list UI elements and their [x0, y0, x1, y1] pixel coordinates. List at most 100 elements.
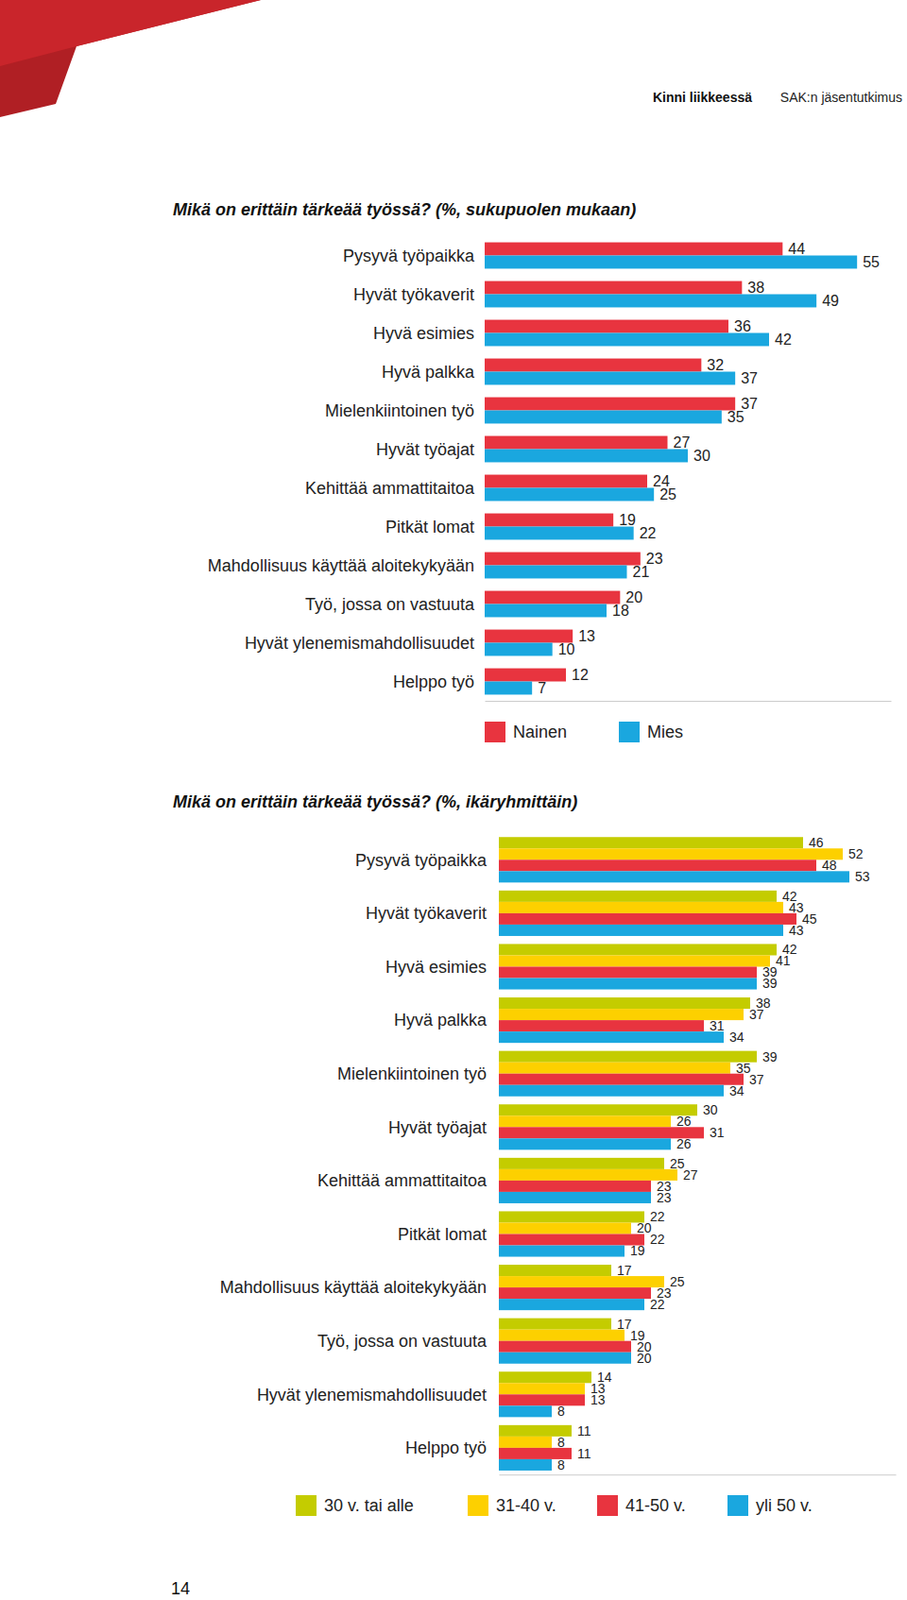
chart-title: Mikä on erittäin tärkeää työssä? (%, ikä…	[172, 792, 578, 812]
bar	[498, 1234, 645, 1247]
category-label: Hyvät työkaverit	[365, 904, 487, 924]
chart: Mikä on erittäin tärkeää työssä? (%, suk…	[172, 200, 892, 743]
data-label: 32	[706, 357, 724, 374]
bar	[484, 449, 688, 463]
data-label: 20	[636, 1351, 652, 1367]
data-label: 26	[676, 1113, 692, 1130]
data-label: 31	[709, 1018, 725, 1034]
bar	[498, 848, 843, 860]
data-label: 19	[630, 1243, 646, 1259]
data-label: 26	[676, 1136, 692, 1152]
bar	[498, 1051, 757, 1063]
category-label: Hyvä palkka	[393, 1010, 488, 1030]
category-label: Hyvät ylenemismahdollisuudet	[244, 633, 475, 653]
bar	[498, 1020, 704, 1032]
bar	[498, 955, 771, 967]
category-label: Mielenkiintoinen työ	[337, 1064, 487, 1084]
data-label: 10	[558, 641, 576, 658]
data-label: 8	[557, 1403, 565, 1420]
data-label: 36	[734, 318, 752, 335]
axis-line	[485, 701, 892, 702]
data-label: 11	[577, 1446, 592, 1462]
data-label: 11	[577, 1423, 592, 1439]
category-label: Hyvä esimies	[385, 958, 487, 977]
bar	[498, 1062, 731, 1075]
data-label: 48	[821, 857, 838, 873]
corner-decoration	[0, 0, 261, 118]
category-label: Hyvät työajat	[388, 1118, 487, 1138]
legend-label: 31-40 v.	[496, 1496, 557, 1516]
category-label: Hyvät ylenemismahdollisuudet	[256, 1386, 487, 1405]
bar	[484, 643, 553, 657]
bar	[484, 604, 607, 618]
category-label: Työ, jossa on vastuuta	[305, 595, 476, 615]
bar	[498, 837, 804, 849]
data-label: 8	[557, 1457, 565, 1473]
category-label: Pitkät lomat	[397, 1225, 487, 1245]
x-axis	[485, 701, 892, 702]
bar	[484, 565, 628, 580]
bar	[498, 1009, 744, 1021]
bar	[484, 397, 736, 411]
category-label: Työ, jossa on vastuuta	[317, 1332, 488, 1352]
bar	[484, 320, 729, 334]
bar	[498, 1031, 724, 1044]
bar	[498, 1299, 645, 1311]
bar	[498, 1265, 612, 1277]
header-left: Kinni liikkeessä	[652, 89, 753, 105]
legend-label: yli 50 v.	[755, 1496, 813, 1516]
data-label: 17	[616, 1263, 633, 1279]
bar	[484, 372, 736, 386]
bar	[498, 1246, 625, 1258]
data-label: 12	[571, 667, 589, 684]
data-label: 46	[808, 835, 824, 851]
bar	[498, 1352, 632, 1365]
bar	[484, 410, 722, 425]
bar	[484, 281, 742, 295]
category-label: Kehittää ammattitaitoa	[305, 479, 476, 498]
category-label: Kehittää ammattitaitoa	[317, 1171, 488, 1191]
bar	[484, 527, 634, 541]
data-label: 45	[802, 911, 818, 927]
bar	[498, 1169, 678, 1181]
bar	[484, 436, 668, 450]
data-label: 22	[639, 525, 657, 542]
page-number: 14	[171, 1579, 190, 1599]
bar	[484, 294, 817, 309]
data-label: 42	[774, 331, 792, 348]
header-right: SAK:n jäsentutkimus	[780, 89, 903, 105]
bar	[484, 591, 620, 605]
category-label: Pitkät lomat	[385, 517, 475, 537]
bar	[498, 859, 817, 872]
bar	[484, 552, 641, 566]
bar	[498, 1085, 724, 1097]
axis-line	[499, 1474, 897, 1476]
bar	[498, 1330, 625, 1342]
data-label: 25	[669, 1274, 685, 1290]
data-label: 55	[862, 254, 880, 271]
bar	[484, 256, 857, 270]
bar	[498, 890, 777, 903]
category-label: Pysyvä työpaikka	[355, 851, 488, 871]
bar	[498, 1158, 665, 1170]
legend-swatch	[727, 1495, 749, 1517]
legend-label: 30 v. tai alle	[324, 1496, 414, 1516]
x-axis	[499, 1474, 897, 1476]
data-label: 52	[848, 846, 864, 862]
bar	[498, 902, 784, 914]
bar	[498, 1115, 671, 1128]
bar	[484, 333, 770, 347]
data-label: 38	[747, 279, 765, 296]
data-label: 34	[729, 1083, 745, 1099]
data-label: 23	[656, 1190, 672, 1206]
data-label: 30	[702, 1102, 719, 1118]
bar	[498, 1211, 645, 1223]
data-label: 41	[775, 953, 791, 969]
category-label: Pysyvä työpaikka	[342, 246, 476, 266]
data-label: 35	[727, 409, 745, 426]
data-label: 22	[650, 1297, 666, 1313]
bar	[484, 359, 702, 373]
page: SAK:n jäsentutkimus Kinni liikkeessä 14 Mik…	[0, 0, 907, 1600]
bar	[484, 475, 648, 489]
legend-swatch	[484, 721, 506, 743]
